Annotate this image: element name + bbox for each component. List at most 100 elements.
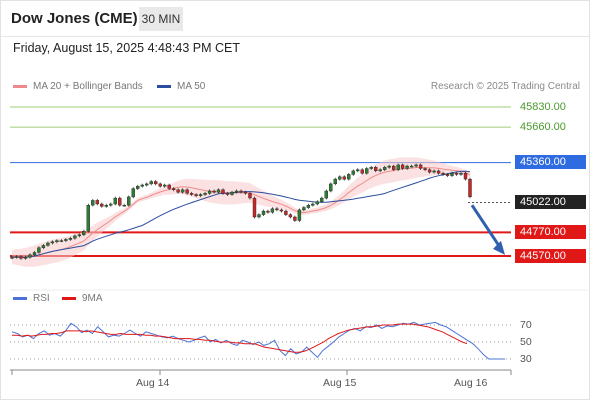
- candle-body-69: [320, 197, 324, 202]
- candle-body-31: [149, 181, 153, 185]
- candle-body-99: [454, 172, 459, 175]
- candle-body-73: [338, 176, 342, 180]
- candle-body-93: [427, 169, 432, 173]
- level-tag-r1: 45660.00: [520, 121, 566, 133]
- ma20-swatch: [13, 85, 27, 88]
- candle-body-59: [275, 208, 279, 211]
- candle-body-44: [207, 190, 212, 194]
- x-label-aug15: Aug 15: [323, 377, 357, 389]
- candle-body-19: [95, 200, 100, 205]
- candle-body-80: [369, 167, 373, 169]
- candle-body-37: [176, 189, 180, 193]
- candle-body-45: [212, 190, 216, 193]
- candle-body-89: [409, 165, 414, 168]
- candle-body-20: [100, 203, 104, 207]
- legend-9ma: 9MA: [62, 293, 103, 304]
- candle-body-88: [405, 165, 409, 169]
- candle-body-58: [270, 208, 275, 213]
- candle-body-43: [203, 193, 207, 195]
- candle-body-90: [414, 164, 418, 167]
- candle-body-60: [279, 209, 284, 212]
- candle-body-18: [91, 200, 95, 206]
- candle-body-23: [113, 197, 118, 205]
- candle-body-40: [189, 193, 194, 195]
- candle-body-100: [459, 172, 463, 175]
- candle-body-49: [230, 191, 234, 195]
- rsi-swatch: [13, 297, 27, 300]
- candle-body-62: [288, 214, 293, 218]
- candle-body-74: [342, 176, 346, 180]
- candle-body-47: [221, 189, 225, 194]
- candle-body-83: [383, 167, 387, 170]
- forecast-arrow-shaft: [470, 204, 503, 250]
- candle-body-46: [216, 189, 221, 193]
- candle-body-11: [59, 240, 64, 242]
- candle-body-50: [234, 190, 239, 193]
- candle-body-61: [284, 210, 288, 215]
- candle-body-27: [131, 188, 135, 198]
- candle-body-9: [50, 241, 55, 244]
- candle-body-0: [10, 257, 14, 259]
- candle-body-96: [441, 172, 445, 175]
- candle-body-55: [257, 214, 261, 218]
- header-bar: Dow Jones (CME) 30 MIN: [0, 0, 590, 37]
- candle-body-75: [347, 174, 351, 180]
- candle-body-78: [360, 169, 364, 174]
- level-tag-s2: 44570.00: [515, 249, 586, 263]
- candle-body-66: [306, 204, 311, 208]
- candle-body-24: [118, 197, 122, 206]
- timeframe-button[interactable]: 30 MIN: [139, 7, 183, 31]
- candle-body-52: [243, 191, 248, 194]
- candle-body-98: [450, 172, 454, 176]
- candle-body-91: [418, 164, 423, 169]
- candle-body-48: [225, 193, 230, 195]
- candle-body-84: [387, 165, 391, 168]
- candle-body-38: [180, 189, 185, 193]
- candle-body-3: [23, 257, 28, 259]
- instrument-title: Dow Jones (CME): [11, 10, 138, 27]
- candle-body-25: [122, 204, 127, 207]
- x-label-aug14: Aug 14: [136, 377, 170, 389]
- candle-body-14: [73, 235, 77, 239]
- candle-body-2: [19, 256, 23, 259]
- credit-text: Research © 2025 Trading Central: [430, 81, 580, 92]
- candle-body-36: [171, 188, 176, 191]
- legend-ma20: MA 20 + Bollinger Bands: [13, 81, 143, 92]
- candle-body-56: [261, 210, 266, 215]
- ma20-label: MA 20 + Bollinger Bands: [33, 81, 143, 92]
- candle-body-26: [126, 196, 131, 206]
- candle-body-81: [374, 167, 378, 172]
- candle-body-101: [463, 172, 468, 180]
- level-tag-last: 45022.00: [515, 195, 586, 209]
- candle-body-4: [28, 254, 32, 258]
- candle-body-87: [400, 164, 405, 169]
- candle-body-95: [436, 170, 441, 174]
- rsi-label: RSI: [33, 293, 50, 304]
- candle-body-29: [140, 184, 144, 187]
- candle-body-34: [162, 184, 167, 187]
- candle-body-72: [333, 178, 337, 185]
- candle-body-33: [158, 183, 162, 187]
- candle-body-6: [37, 247, 41, 253]
- candle-body-102: [468, 178, 472, 198]
- candle-body-77: [356, 169, 360, 172]
- candle-body-57: [266, 210, 270, 213]
- candle-body-79: [365, 168, 369, 174]
- candle-body-15: [77, 234, 82, 237]
- candle-body-97: [445, 174, 450, 176]
- legend-ma50: MA 50: [157, 81, 205, 92]
- timestamp: Friday, August 15, 2025 4:48:43 PM CET: [13, 41, 240, 55]
- candle-body-30: [144, 183, 149, 186]
- candle-body-92: [423, 168, 427, 170]
- candle-body-39: [185, 189, 189, 194]
- ma50-swatch: [157, 85, 171, 88]
- candle-body-82: [378, 169, 382, 172]
- level-tag-pivot: 45360.00: [515, 155, 586, 169]
- rsi-ma9-line: [12, 323, 468, 353]
- candle-body-71: [329, 183, 333, 192]
- candle-body-7: [41, 245, 46, 248]
- candle-body-28: [135, 185, 140, 189]
- legend-rsi: RSI: [13, 293, 50, 304]
- candle-body-1: [14, 256, 19, 258]
